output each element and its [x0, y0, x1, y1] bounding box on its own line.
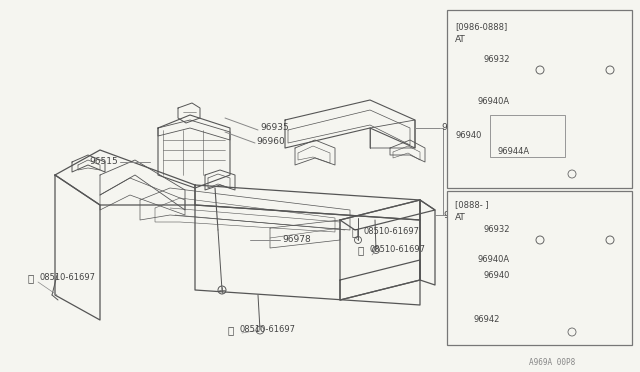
Text: 08510-61697: 08510-61697	[40, 273, 96, 282]
Text: 96935: 96935	[260, 124, 289, 132]
Text: [0986-0888]: [0986-0888]	[455, 22, 508, 31]
Text: 96932: 96932	[483, 225, 510, 234]
Text: Ⓢ: Ⓢ	[228, 325, 234, 335]
Text: Ⓢ: Ⓢ	[352, 227, 358, 237]
Bar	[447, 191, 632, 345]
Text: 96921: 96921	[441, 124, 470, 132]
Text: 96940: 96940	[455, 131, 481, 140]
Text: Ⓢ: Ⓢ	[28, 273, 35, 283]
Text: 08510-61697: 08510-61697	[363, 228, 419, 237]
Text: 96940: 96940	[484, 270, 510, 279]
Text: 96910: 96910	[443, 211, 472, 219]
Text: 08510-61697: 08510-61697	[370, 246, 426, 254]
Text: 96940A: 96940A	[478, 256, 510, 264]
Text: 96515: 96515	[89, 157, 118, 167]
Text: 96960: 96960	[256, 138, 285, 147]
Text: 96978: 96978	[282, 235, 311, 244]
Text: AT: AT	[455, 35, 466, 44]
Text: 08510-61697: 08510-61697	[240, 326, 296, 334]
Text: [0888- ]: [0888- ]	[455, 200, 488, 209]
Text: 96940A: 96940A	[478, 97, 510, 106]
Text: AT: AT	[455, 213, 466, 222]
Text: 96942: 96942	[474, 315, 500, 324]
Text: A969A 00P8: A969A 00P8	[529, 358, 575, 367]
Text: 96944A: 96944A	[498, 148, 530, 157]
Bar	[447, 10, 632, 188]
Text: Ⓢ: Ⓢ	[358, 245, 364, 255]
Bar	[490, 115, 565, 157]
Text: 96932: 96932	[483, 55, 510, 64]
